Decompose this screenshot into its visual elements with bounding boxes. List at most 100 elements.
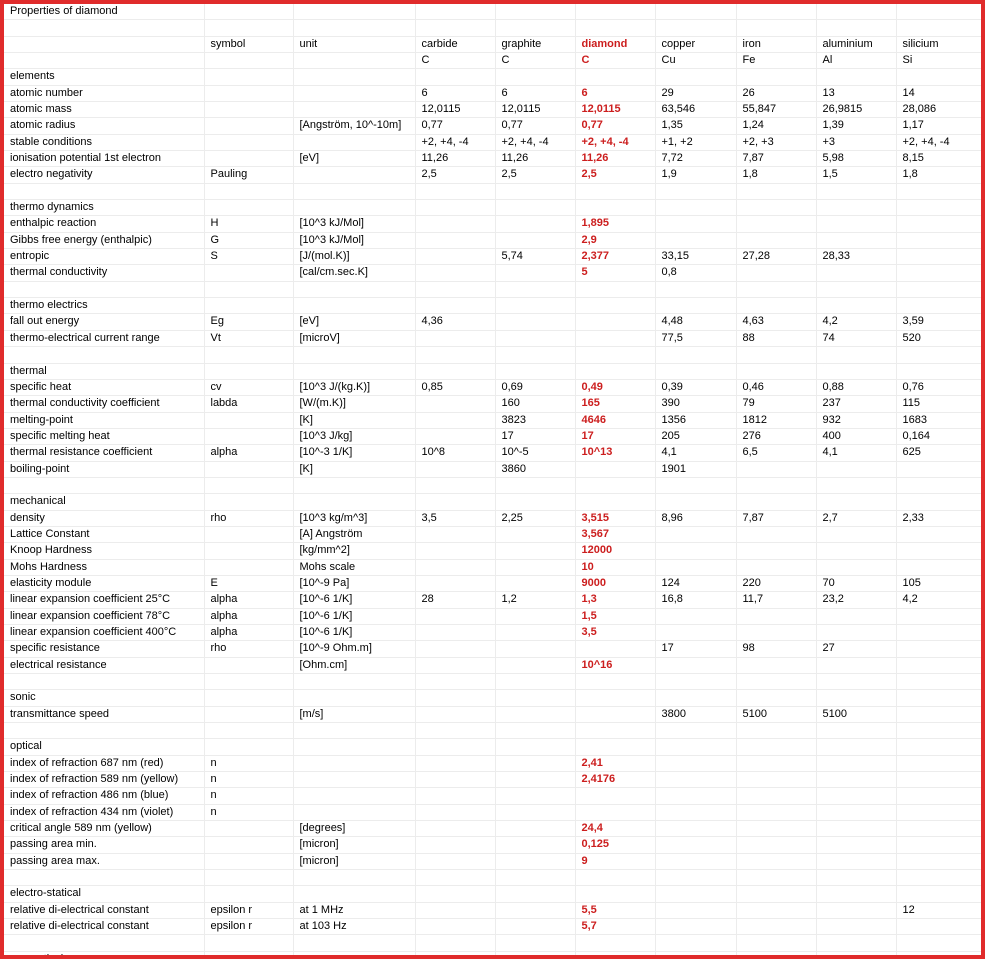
section-row: thermo electrics (4, 297, 981, 315)
property-row: melting-point [K] 3823 4646 1356 1812 932 1683 (4, 412, 981, 429)
aluminium-value-cell: Al (816, 52, 897, 70)
property-label-cell: electro-statical (4, 885, 205, 903)
aluminium-value-cell (816, 363, 897, 380)
graphite-value-cell (495, 640, 576, 658)
carbide-value-cell (415, 673, 496, 691)
iron-value-cell: 7,87 (736, 150, 817, 168)
section-row: sonic (4, 689, 981, 707)
graphite-value-cell (495, 689, 576, 707)
aluminium-value-cell (816, 297, 897, 315)
graphite-value-cell (495, 608, 576, 625)
property-label-cell: thermal conductivity (4, 264, 205, 282)
aluminium-value-cell (816, 787, 897, 805)
property-label-cell: Knoop Hardness (4, 542, 205, 560)
iron-value-cell: 7,87 (736, 510, 817, 527)
diamond-value-cell: 3,5 (575, 624, 656, 642)
silicium-value-cell: 14 (896, 85, 981, 103)
copper-value-cell: +1, +2 (655, 134, 737, 152)
silicium-value-cell (896, 820, 981, 838)
copper-value-cell (655, 542, 737, 560)
section-row: elements (4, 68, 981, 86)
symbol-cell (204, 264, 294, 282)
copper-value-cell (655, 804, 737, 822)
aluminium-value-cell (816, 853, 897, 871)
aluminium-value-cell (816, 477, 897, 495)
silicium-value-cell (896, 346, 981, 364)
carbide-value-cell (415, 4, 496, 21)
silicium-value-cell (896, 232, 981, 250)
graphite-value-cell: 6 (495, 85, 576, 103)
property-row: density rho [10^3 kg/m^3] 3,5 2,25 3,515 8,96 7… (4, 510, 981, 527)
carbide-value-cell (415, 853, 496, 871)
copper-value-cell (655, 215, 737, 233)
graphite-value-cell (495, 673, 576, 691)
silicium-value-cell (896, 738, 981, 756)
symbol-cell (204, 85, 294, 103)
unit-cell: [W/(m.K)] (293, 395, 416, 413)
property-label-cell: index of refraction 687 nm (red) (4, 755, 205, 773)
aluminium-value-cell: 26,9815 (816, 101, 897, 119)
property-label-cell: index of refraction 434 nm (violet) (4, 804, 205, 822)
diamond-value-cell (575, 706, 656, 724)
symbol-cell: labda (204, 395, 294, 413)
property-row: atomic mass 12,0115 12,0115 12,0115 63,546 55… (4, 101, 981, 119)
copper-value-cell: 390 (655, 395, 737, 413)
iron-value-cell (736, 19, 817, 37)
property-row: relative di-electrical constant epsilon r… (4, 918, 981, 936)
unit-cell: Mohs scale (293, 559, 416, 576)
symbol-cell (204, 526, 294, 544)
copper-value-cell (655, 918, 737, 936)
iron-value-cell: 1,24 (736, 117, 817, 135)
silicium-value-cell: 1,8 (896, 166, 981, 184)
property-label-cell (4, 346, 205, 364)
iron-value-cell (736, 264, 817, 282)
silicium-value-cell (896, 493, 981, 511)
iron-value-cell (736, 951, 817, 955)
property-label-cell: relative di-electrical constant (4, 902, 205, 920)
property-label-cell: optical (4, 738, 205, 756)
symbol-cell (204, 853, 294, 871)
diamond-value-cell: 4646 (575, 412, 656, 429)
graphite-value-cell (495, 951, 576, 955)
aluminium-value-cell: 932 (816, 412, 897, 429)
symbol-cell (204, 542, 294, 560)
carbide-value-cell (415, 526, 496, 544)
unit-cell (293, 493, 416, 511)
copper-value-cell: 16,8 (655, 591, 737, 609)
silicium-value-cell (896, 363, 981, 380)
aluminium-value-cell (816, 526, 897, 544)
aluminium-value-cell (816, 542, 897, 560)
copper-value-cell (655, 19, 737, 37)
iron-value-cell: 220 (736, 575, 817, 593)
iron-value-cell (736, 526, 817, 544)
aluminium-value-cell (816, 902, 897, 920)
aluminium-value-cell (816, 869, 897, 887)
property-row: boiling-point [K] 3860 1901 (4, 461, 981, 478)
symbol-cell: rho (204, 510, 294, 527)
property-row: relative di-electrical constant epsilon r… (4, 902, 981, 920)
graphite-value-cell (495, 232, 576, 250)
aluminium-value-cell (816, 722, 897, 740)
symbol-cell (204, 951, 294, 955)
copper-value-cell (655, 183, 737, 201)
iron-value-cell: 79 (736, 395, 817, 413)
graphite-value-cell (495, 183, 576, 201)
copper-value-cell: 8,96 (655, 510, 737, 527)
silicium-value-cell: 1,17 (896, 117, 981, 135)
blank-row (4, 722, 981, 740)
carbide-value-cell (415, 885, 496, 903)
silicium-value-cell: 105 (896, 575, 981, 593)
copper-value-cell (655, 477, 737, 495)
carbide-value-cell (415, 19, 496, 37)
graphite-value-cell: 2,25 (495, 510, 576, 527)
copper-value-cell (655, 836, 737, 854)
diamond-value-cell: 10^16 (575, 657, 656, 675)
diamond-value-cell: 6 (575, 85, 656, 103)
symbol-cell (204, 297, 294, 315)
diamond-value-cell: 1,5 (575, 608, 656, 625)
silicium-value-cell: 12 (896, 902, 981, 920)
iron-value-cell (736, 493, 817, 511)
diamond-value-cell: 3,567 (575, 526, 656, 544)
copper-value-cell (655, 199, 737, 217)
copper-value-cell (655, 902, 737, 920)
